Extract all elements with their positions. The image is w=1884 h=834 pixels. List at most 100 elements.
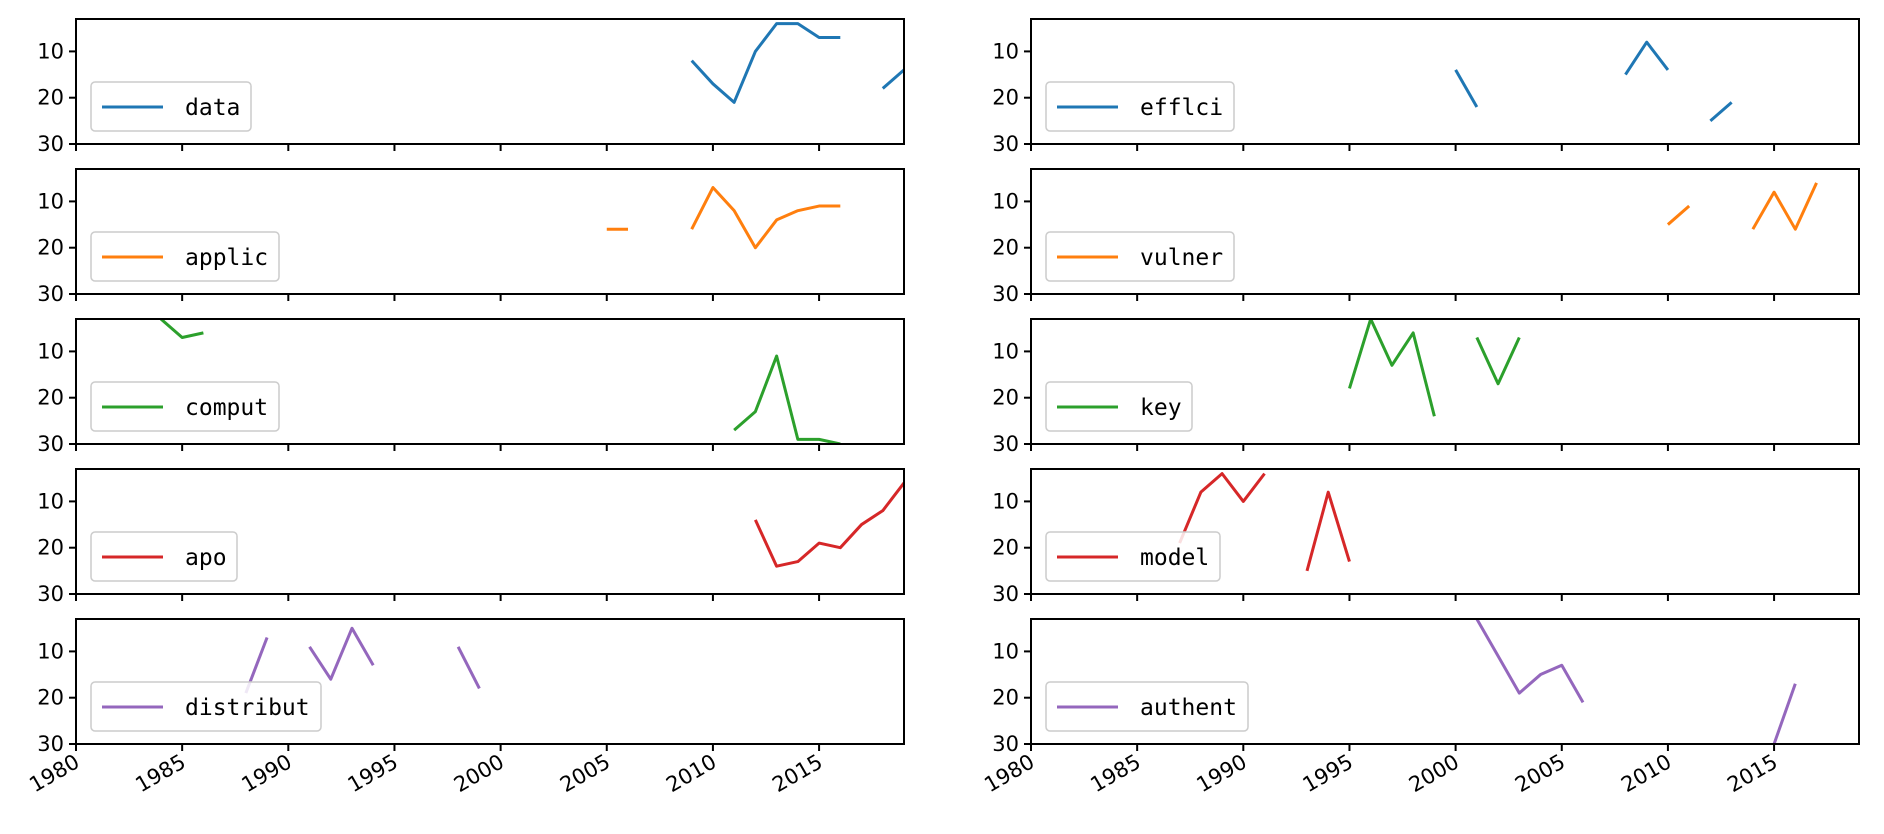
y-tick-label: 20 (992, 686, 1019, 710)
legend-label: key (1140, 395, 1182, 421)
y-tick-label: 20 (992, 386, 1019, 410)
axes-frame (1030, 468, 1860, 595)
y-tick-label: 30 (37, 132, 64, 156)
x-tick-label: 1985 (1086, 750, 1144, 798)
y-tick-label: 30 (992, 732, 1019, 756)
y-tick-label: 10 (992, 639, 1019, 663)
panel-applic: 10 20 30 applic (37, 168, 905, 306)
x-tick-label: 1990 (1193, 750, 1251, 798)
legend: comput (90, 381, 280, 432)
x-tick-label: 1995 (1299, 750, 1357, 798)
y-tick-label: 20 (37, 236, 64, 260)
y-tick-label: 10 (992, 189, 1019, 213)
legend: distribut (90, 681, 322, 732)
panel-vulner: 10 20 30 vulner (992, 168, 1860, 306)
y-tick-label: 10 (992, 489, 1019, 513)
legend-label: applic (185, 245, 268, 271)
series-segment (1666, 204, 1691, 226)
x-tick-label: 2015 (768, 750, 826, 798)
y-tick-label: 10 (992, 339, 1019, 363)
x-tick-label: 1995 (344, 750, 402, 798)
x-tick-label: 1980 (25, 750, 83, 798)
series-segment (159, 319, 204, 340)
series-applic (606, 186, 841, 250)
y-tick-label: 10 (37, 39, 64, 63)
series-apo (754, 481, 904, 568)
x-tick-label: 2010 (1617, 750, 1675, 798)
axes-frame (1030, 168, 1860, 295)
y-tick-label: 20 (37, 386, 64, 410)
legend-box (90, 381, 280, 432)
y-tick-label: 20 (37, 536, 64, 560)
series-segment (1305, 490, 1351, 572)
series-segment (1624, 40, 1670, 76)
y-tick-label: 20 (992, 86, 1019, 110)
panel-data: 10 20 30 data (37, 18, 905, 156)
y-tick-label: 30 (37, 432, 64, 456)
y-tick-label: 10 (37, 189, 64, 213)
y-tick-label: 30 (37, 282, 64, 306)
legend: vulner (1045, 231, 1235, 282)
panel-apo: 10 20 30 apo (37, 468, 905, 606)
legend: data (90, 81, 252, 132)
legend: efflci (1045, 81, 1235, 132)
y-tick-label: 30 (992, 132, 1019, 156)
legend-label: data (185, 95, 240, 121)
series-data (690, 22, 904, 104)
panel-model: 10 20 30 model (992, 468, 1860, 606)
axes-frame (75, 468, 905, 595)
series-model (1178, 472, 1351, 572)
y-tick-label: 30 (992, 582, 1019, 606)
y-tick-label: 10 (992, 39, 1019, 63)
series-segment (1475, 619, 1585, 704)
x-tick-label: 1985 (131, 750, 189, 798)
legend: model (1045, 531, 1221, 582)
legend-box (90, 231, 280, 282)
series-segment (456, 646, 481, 690)
series-segment (1751, 182, 1818, 231)
series-segment (1348, 319, 1436, 417)
legend-box (1045, 231, 1235, 282)
axes-frame (75, 618, 905, 745)
axes-frame (1030, 618, 1860, 745)
y-tick-label: 20 (992, 236, 1019, 260)
series-segment (1772, 683, 1797, 744)
axes-frame (1030, 318, 1860, 445)
legend-label: model (1140, 545, 1209, 571)
axes-frame (75, 168, 905, 295)
axes-frame (1030, 18, 1860, 145)
y-tick-label: 20 (37, 686, 64, 710)
panel-key: 10 20 30 key (992, 318, 1860, 456)
series-segment (690, 22, 841, 104)
x-tick-label: 2005 (556, 750, 614, 798)
series-segment (1709, 101, 1733, 122)
series-authent (1475, 619, 1797, 744)
panel-comput: 10 20 30 comput (37, 318, 905, 456)
legend-label: distribut (185, 695, 310, 721)
series-segment (1475, 336, 1521, 386)
series-segment (690, 186, 841, 250)
x-tick-label: 2015 (1723, 750, 1781, 798)
y-tick-label: 20 (37, 86, 64, 110)
legend-box (90, 81, 252, 132)
series-segment (754, 481, 904, 568)
y-tick-label: 30 (992, 282, 1019, 306)
x-tick-label: 2010 (662, 750, 720, 798)
series-vulner (1666, 182, 1818, 231)
legend-label: vulner (1140, 245, 1223, 271)
legend-label: comput (185, 395, 268, 421)
panel-efflci: 10 20 30 efflci (992, 18, 1860, 156)
y-tick-label: 10 (37, 639, 64, 663)
y-tick-label: 10 (37, 489, 64, 513)
axes-frame (75, 318, 905, 445)
y-tick-label: 30 (37, 582, 64, 606)
legend: applic (90, 231, 280, 282)
y-tick-label: 20 (992, 536, 1019, 560)
legend-box (90, 531, 238, 582)
series-segment (1454, 69, 1479, 108)
legend: apo (90, 531, 238, 582)
x-tick-label: 2000 (1405, 750, 1463, 798)
series-segment (733, 354, 841, 444)
